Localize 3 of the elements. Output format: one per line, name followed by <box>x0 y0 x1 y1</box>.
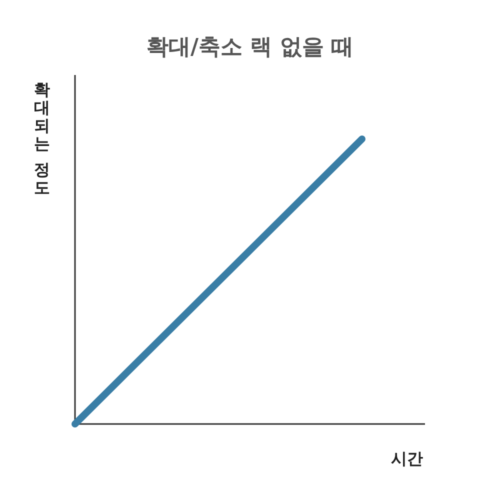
y-axis-title: 확대되는 정도 <box>34 80 50 197</box>
chart-title: 확대/축소 랙 없을 때 <box>146 35 354 60</box>
x-axis-title: 시간 <box>391 449 423 468</box>
